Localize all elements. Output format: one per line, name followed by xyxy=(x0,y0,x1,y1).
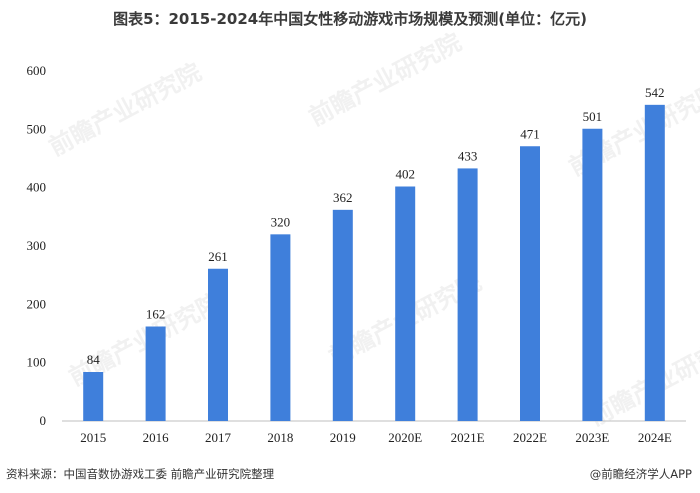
bar xyxy=(208,268,228,421)
x-tick-label: 2018 xyxy=(267,430,293,445)
bar xyxy=(520,146,540,421)
x-tick-label: 2022E xyxy=(513,430,547,445)
x-tick-label: 2024E xyxy=(638,430,672,445)
bar-value-label: 402 xyxy=(395,167,415,182)
x-tick-label: 2019 xyxy=(330,430,356,445)
y-tick-label: 600 xyxy=(27,63,47,78)
bar xyxy=(395,186,416,421)
y-tick-label: 300 xyxy=(27,238,47,253)
bar-value-label: 542 xyxy=(645,85,665,100)
bar-value-label: 84 xyxy=(87,352,101,367)
x-tick-label: 2020E xyxy=(388,430,422,445)
bar xyxy=(582,128,603,421)
source-note: 资料来源：中国音数协游戏工委 前瞻产业研究院整理 xyxy=(6,467,275,481)
bar-value-label: 501 xyxy=(583,109,603,124)
bar-value-label: 261 xyxy=(208,249,228,264)
x-tick-label: 2023E xyxy=(575,430,609,445)
x-tick-label: 2015 xyxy=(80,430,106,445)
y-tick-label: 0 xyxy=(40,413,47,428)
y-tick-label: 100 xyxy=(27,355,47,370)
bar xyxy=(457,168,478,421)
brand-label: @前瞻经济学人APP xyxy=(589,467,692,481)
bar-value-label: 320 xyxy=(271,214,291,229)
x-tick-label: 2017 xyxy=(205,430,232,445)
bar xyxy=(83,372,104,421)
bar-value-label: 471 xyxy=(520,126,540,141)
bar-value-label: 433 xyxy=(458,148,478,163)
bar-chart: 0 100 200 300 400 500 600 84 2015 162 2016 261 2017 3… xyxy=(27,63,686,445)
bar xyxy=(644,104,665,421)
x-tick-label: 2016 xyxy=(143,430,170,445)
bar xyxy=(145,326,166,421)
bar xyxy=(332,209,353,421)
bar xyxy=(270,234,291,421)
chart-title: 图表5：2015-2024年中国女性移动游戏市场规模及预测(单位：亿元) xyxy=(113,10,587,28)
y-tick-label: 200 xyxy=(27,296,47,311)
bar-value-label: 162 xyxy=(146,307,166,322)
y-tick-label: 500 xyxy=(27,121,47,136)
bar-value-label: 362 xyxy=(333,190,353,205)
x-tick-label: 2021E xyxy=(451,430,485,445)
y-tick-label: 400 xyxy=(27,180,47,195)
